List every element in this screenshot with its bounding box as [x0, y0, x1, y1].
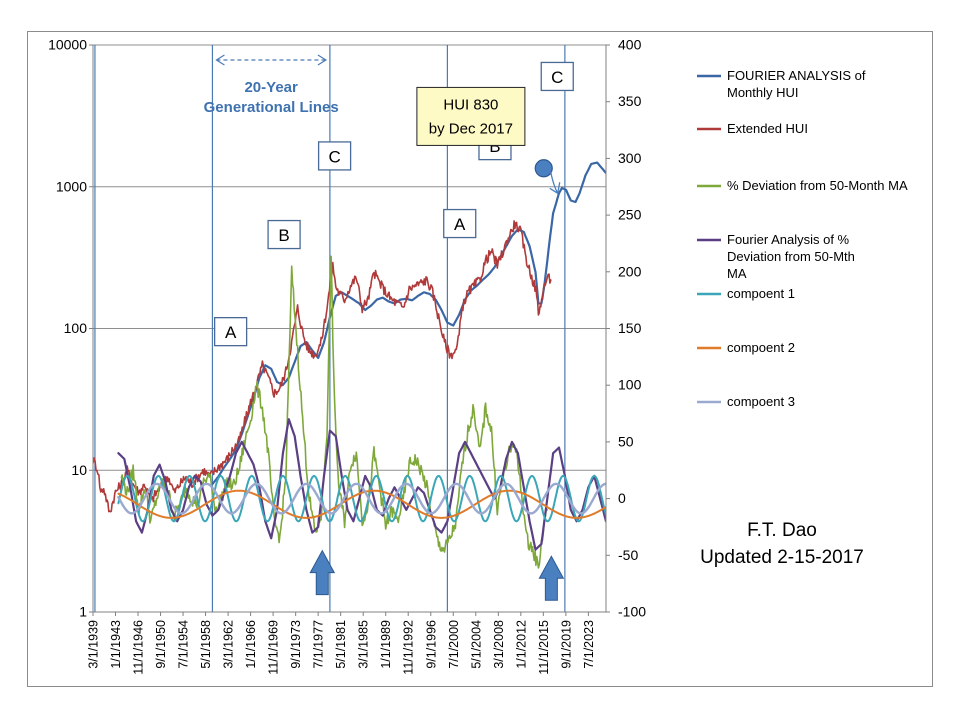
point-connector	[550, 172, 559, 194]
letter-label: B	[278, 226, 289, 245]
legend-label: compoent 2	[727, 340, 795, 355]
series-line	[117, 474, 606, 523]
credit-note: F.T. Dao Updated 2-15-2017	[700, 520, 864, 568]
x-tick-label: 1/1/1989	[379, 620, 393, 669]
up-arrow	[309, 549, 336, 596]
legend-label: FOURIER ANALYSIS of	[727, 68, 866, 83]
x-tick-label: 3/1/2008	[492, 620, 506, 669]
legend-label: compoent 3	[727, 394, 795, 409]
x-tick-label: 7/1/2000	[447, 620, 461, 669]
x-tick-label: 11/1/1969	[267, 620, 281, 675]
x-tick-label: 1/1/2012	[514, 620, 528, 669]
series-line	[93, 220, 552, 513]
letter-label: C	[551, 68, 563, 87]
x-tick-label: 3/1/1939	[87, 620, 101, 669]
x-tick-label: 1/1/1966	[244, 620, 258, 669]
letter-box	[213, 317, 248, 347]
legend-label: Deviation from 50-Mth	[727, 249, 855, 264]
right-tick-label: 350	[618, 93, 642, 109]
right-tick-label: -50	[618, 547, 638, 563]
right-tick-label: 50	[618, 433, 634, 449]
left-tick-label: 1000	[56, 178, 87, 194]
x-tick-label: 11/1/2015	[537, 620, 551, 675]
letter-box	[540, 61, 574, 92]
x-tick-label: 5/1/1981	[334, 620, 348, 669]
series-line	[117, 489, 606, 519]
x-tick-label: 9/1/1950	[154, 620, 168, 669]
letter-label: C	[328, 147, 340, 166]
right-tick-label: 100	[618, 377, 642, 393]
x-tick-label: 7/1/1954	[177, 620, 191, 669]
series-layer	[93, 161, 606, 569]
span-arrow-right	[317, 54, 328, 66]
right-tick-label: 300	[618, 150, 642, 166]
right-tick-label: -100	[618, 604, 646, 620]
letter-box	[443, 208, 477, 239]
generational-label: Generational Lines	[204, 99, 339, 116]
x-tick-label: 1/1/1943	[109, 620, 123, 669]
x-tick-label: 11/1/1946	[131, 620, 145, 675]
x-tick-label: 3/1/1985	[357, 620, 371, 669]
left-tick-label: 10	[71, 462, 87, 478]
x-tick-label: 11/1/1992	[402, 620, 416, 675]
annotations: A B C A B C HUI 830 by Dec 2017 20-Year Generatio…	[204, 54, 574, 601]
right-tick-label: 150	[618, 320, 642, 336]
legend: FOURIER ANALYSIS of Monthly HUI Extended H…	[697, 68, 908, 409]
x-tick-label: 7/1/2023	[582, 620, 596, 669]
series-line	[117, 482, 606, 515]
right-tick-label: 200	[618, 263, 642, 279]
callout-text: by Dec 2017	[429, 120, 513, 137]
letter-box	[267, 219, 301, 250]
legend-label: MA	[727, 266, 747, 281]
x-tick-label: 9/1/1973	[289, 620, 303, 669]
generational-label: 20-Year	[244, 79, 298, 96]
x-tick-label: 5/1/1958	[199, 620, 213, 669]
legend-label: compoent 1	[727, 286, 795, 301]
chart-frame	[27, 31, 933, 687]
series-line	[211, 161, 606, 486]
legend-label: % Deviation from 50-Month MA	[727, 178, 908, 193]
letter-box	[317, 141, 352, 171]
credit-text: F.T. Dao	[747, 520, 817, 541]
point-arrowhead	[549, 182, 561, 195]
legend-label: Fourier Analysis of %	[727, 232, 850, 247]
x-tick-label: 3/1/1962	[222, 620, 236, 669]
legend-label: Extended HUI	[727, 121, 808, 136]
x-tick-label: 5/1/2004	[469, 620, 483, 669]
letter-label: B	[489, 137, 500, 156]
x-tick-label: 7/1/1977	[312, 620, 326, 669]
span-arrow-left	[215, 54, 225, 66]
credit-text: Updated 2-15-2017	[700, 547, 864, 568]
letter-label: A	[225, 323, 237, 342]
up-arrow	[538, 555, 565, 601]
callout-box	[416, 86, 526, 146]
left-tick-label: 1	[79, 604, 87, 620]
callout-text: HUI 830	[443, 96, 498, 113]
legend-label: Monthly HUI	[727, 85, 799, 100]
letter-label: A	[454, 215, 466, 234]
right-tick-label: 0	[618, 490, 626, 506]
right-tick-label: 400	[618, 37, 642, 53]
x-tick-label: 9/1/2019	[559, 620, 573, 669]
left-tick-label: 100	[64, 320, 88, 336]
right-tick-label: 250	[618, 207, 642, 223]
target-point	[534, 159, 553, 178]
axes: 1 10 100 1000 10000 -100 -50 0 50 100 150 200 250 300…	[48, 37, 646, 675]
left-tick-label: 10000	[48, 37, 87, 53]
x-tick-label: 9/1/1996	[424, 620, 438, 669]
grid	[93, 44, 606, 613]
series-line	[117, 418, 606, 551]
